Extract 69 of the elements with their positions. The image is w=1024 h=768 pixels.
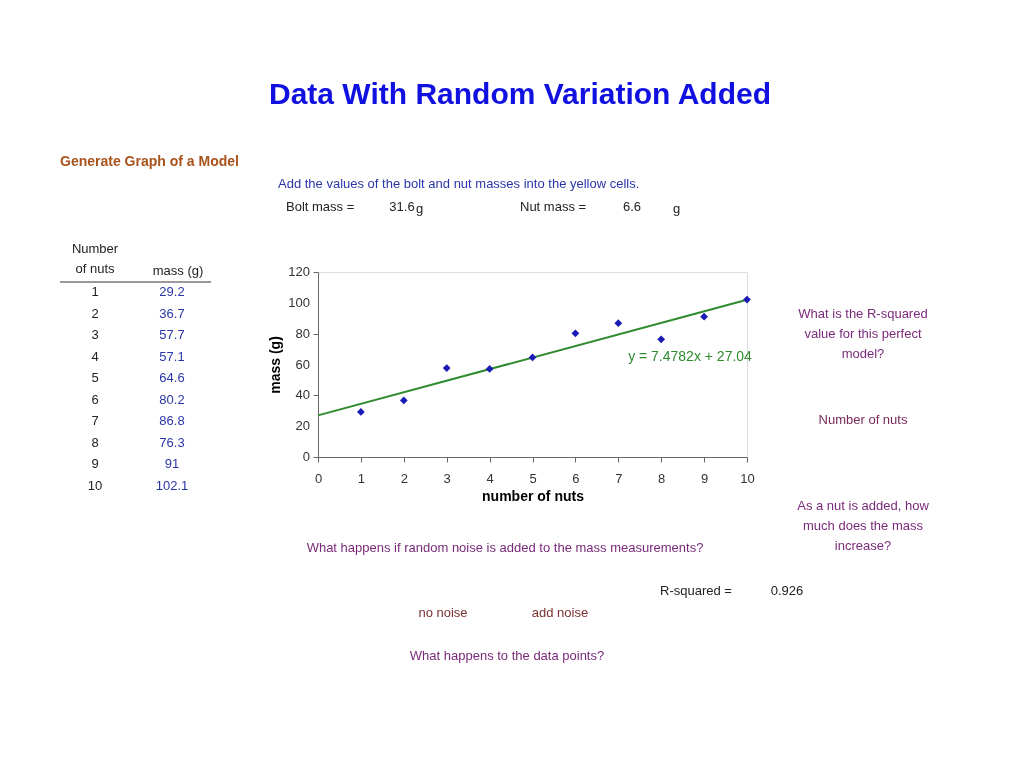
text: 80.2 (159, 391, 185, 407)
annotation: y = 7.4782x + 27.04 (628, 348, 753, 364)
text: no noise (418, 605, 468, 620)
text: 0.926 (770, 583, 804, 598)
y-tick-label: 80 (295, 325, 310, 341)
text: 36.7 (159, 305, 185, 321)
x-tick-label: 10 (740, 470, 755, 486)
text: What happens if random noise is added to the mass measurements? (306, 540, 704, 555)
point (571, 329, 580, 338)
x-tick-label: 6 (572, 470, 580, 486)
text: 31.6 (389, 199, 415, 214)
text: 102.1 (155, 477, 189, 493)
point (399, 396, 408, 405)
text: 5 (91, 370, 99, 386)
x-tick-label: 1 (357, 470, 366, 486)
text: 1 (91, 284, 99, 299)
text: 6 (91, 391, 99, 407)
text: 4 (91, 348, 99, 364)
text: R-squared = (660, 583, 732, 598)
text: 9 (91, 456, 99, 472)
y-tick-label: 120 (288, 264, 310, 279)
text: 57.1 (159, 348, 185, 364)
x-tick-label: 2 (400, 470, 408, 486)
point (657, 335, 666, 344)
text: g (416, 201, 424, 216)
point (743, 295, 751, 304)
text: Add the values of the bolt and nut masses into the yellow cells. (278, 176, 640, 191)
text: mass (g) (152, 263, 204, 278)
text: 64.6 (159, 370, 185, 386)
text: 91 (164, 456, 180, 472)
x-tick-label: 4 (486, 470, 494, 486)
point (357, 408, 365, 416)
chart-title: Data With Random Variation Added (269, 77, 771, 110)
text: Number of nuts (71, 241, 119, 276)
text: add noise (531, 605, 589, 620)
text: 76.3 (159, 434, 185, 450)
text: Generate Graph of a Model (60, 153, 239, 169)
text: 8 (91, 434, 99, 450)
y-axis-title: mass (g) (267, 336, 283, 394)
text: 86.8 (159, 413, 185, 429)
x-tick-label: 5 (529, 470, 537, 486)
text: 7 (91, 413, 99, 429)
x-tick-label: 9 (700, 470, 709, 486)
y-tick-label: 20 (295, 418, 310, 434)
x-tick-label: 7 (615, 470, 623, 486)
y-tick-label: 60 (295, 356, 310, 372)
text: As a nut is added, how much does the mass increase? (797, 498, 930, 553)
point (442, 364, 451, 372)
text: Number of nuts (818, 412, 908, 427)
text: Bolt mass = (286, 199, 355, 214)
text: 29.2 (159, 284, 185, 299)
x-tick-label: 0 (314, 470, 323, 486)
x-tick-label: 3 (443, 470, 451, 486)
text: g (673, 201, 681, 216)
text: What is the R-squared value for this perfect model? (798, 306, 928, 361)
x-tick-label: 8 (658, 470, 666, 486)
text: Nut mass = (520, 199, 587, 214)
text: 3 (91, 327, 99, 343)
y-tick-label: 100 (288, 294, 310, 310)
text: What happens to the data points? (409, 648, 605, 663)
y-tick-label: 40 (295, 387, 310, 403)
text: 6.6 (622, 199, 642, 214)
point (614, 319, 623, 328)
x-axis-title: number of nuts (482, 487, 585, 504)
text: 2 (91, 305, 99, 321)
text: 57.7 (159, 327, 185, 343)
y-tick-label: 0 (302, 449, 310, 464)
point (700, 312, 708, 321)
point (485, 365, 494, 373)
